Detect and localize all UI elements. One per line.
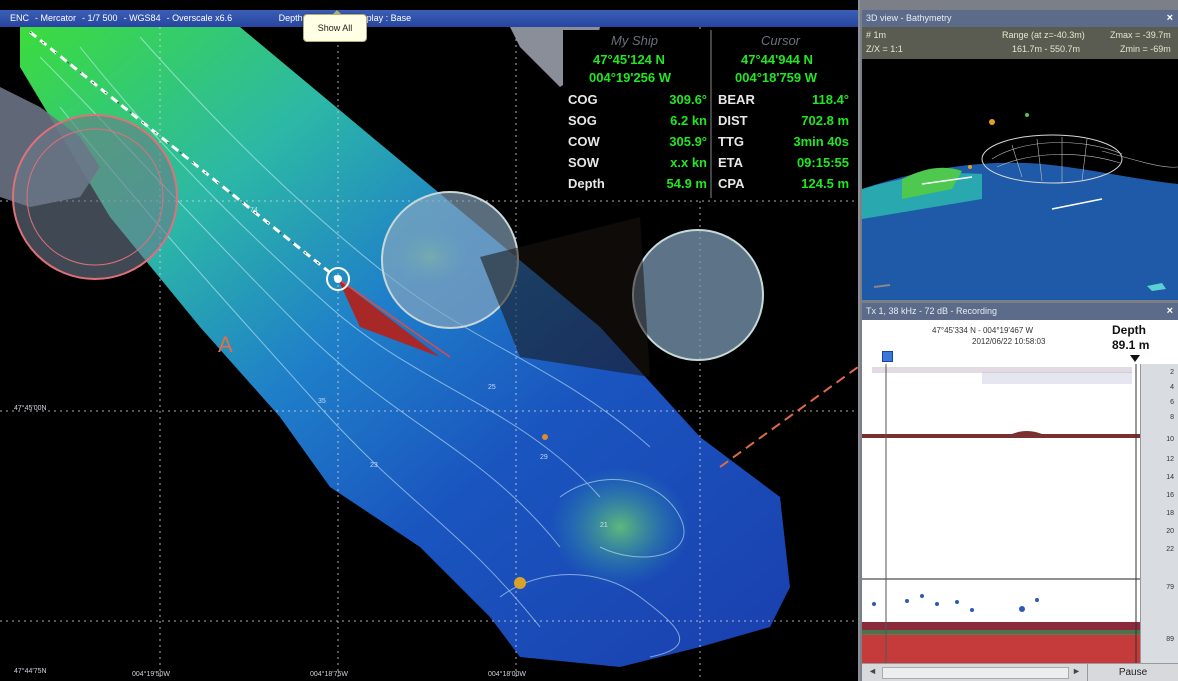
- echo-position: 47°45'334 N - 004°19'467 W: [932, 326, 1034, 335]
- ttg-value: 3min 40s: [793, 134, 849, 149]
- scale-tick: 8: [1170, 414, 1174, 421]
- scale-tick: 18: [1166, 510, 1174, 517]
- eta-label: ETA: [718, 155, 744, 170]
- scale-tick: 20: [1166, 528, 1174, 535]
- depth-scale: 2 4 6 8 10 12 14 16 18 20 22 79 89: [1140, 364, 1178, 664]
- svg-text:29: 29: [540, 454, 548, 461]
- range-label: Range (at z=-40.3m): [1002, 30, 1085, 40]
- sog-value: 6.2 kn: [670, 113, 707, 128]
- echo-datetime: 2012/06/22 10:58:03: [972, 337, 1046, 346]
- echogram-bottom-bar: ◄ ► Pause: [862, 663, 1178, 681]
- show-all-tooltip[interactable]: Show All: [303, 10, 367, 42]
- nautical-chart-map[interactable]: A 74 35 25 29 21 23: [0, 27, 858, 681]
- svg-text:74: 74: [250, 207, 258, 214]
- svg-text:21: 21: [600, 522, 608, 529]
- range-circle: [632, 229, 764, 361]
- pause-button[interactable]: Pause: [1087, 664, 1178, 681]
- zx-ratio: Z/X = 1:1: [866, 44, 903, 54]
- divider: [710, 30, 712, 198]
- latitude-label: 47°44'75N: [14, 668, 47, 675]
- titlebar-item[interactable]: Display : Base: [353, 13, 412, 23]
- bear-value: 118.4°: [811, 92, 849, 107]
- scroll-right-icon[interactable]: ►: [1072, 666, 1081, 676]
- scale-tick: 12: [1166, 456, 1174, 463]
- depth-header-label: Depth: [1112, 323, 1146, 337]
- titlebar-item[interactable]: Overscale x6.6: [172, 13, 233, 23]
- cow-value: 305.9°: [669, 134, 707, 149]
- dist-label: DIST: [718, 113, 748, 128]
- echogram-display[interactable]: [862, 364, 1141, 664]
- navigation-info-panel: My Ship Cursor 47°45'124 N 004°19'256 W …: [563, 30, 855, 198]
- zmax-label: Zmax = -39.7m: [1110, 30, 1171, 40]
- ship-longitude: 004°19'256 W: [589, 70, 672, 85]
- ship-latitude: 47°45'124 N: [593, 52, 665, 67]
- echogram-title: Tx 1, 38 kHz - 72 dB - Recording: [866, 306, 998, 316]
- titlebar-item[interactable]: WGS84: [129, 13, 161, 23]
- grid-size: # 1m: [866, 30, 887, 40]
- cursor-header: Cursor: [761, 33, 801, 48]
- svg-text:25: 25: [488, 384, 496, 391]
- cpa-label: CPA: [718, 176, 745, 191]
- scale-tick: 14: [1166, 474, 1174, 481]
- dist-value: 702.8 m: [801, 113, 849, 128]
- zmin-label: Zmin = -69m: [1120, 44, 1171, 54]
- svg-text:35: 35: [318, 398, 326, 405]
- sog-label: SOG: [568, 113, 597, 128]
- 3d-view-title: 3D view - Bathymetry: [866, 13, 952, 23]
- scale-tick: 89: [1166, 636, 1174, 643]
- cpa-value: 124.5 m: [801, 176, 849, 191]
- 3d-view-info: # 1m Range (at z=-40.3m) Zmax = -39.7m Z…: [862, 27, 1178, 59]
- longitude-label: 004°19'50W: [132, 671, 170, 678]
- ship-icon[interactable]: [326, 267, 350, 291]
- scale-tick: 79: [1166, 584, 1174, 591]
- titlebar-item[interactable]: 1/7 500: [87, 13, 118, 23]
- scale-tick: 2: [1170, 369, 1174, 376]
- cursor-latitude: 47°44'944 N: [741, 52, 813, 67]
- bear-label: BEAR: [718, 92, 755, 107]
- depth-header-value: 89.1 m: [1112, 338, 1150, 352]
- latitude-label: 47°45'00N: [14, 405, 47, 412]
- eta-value: 09:15:55: [796, 155, 849, 170]
- depth-label: Depth: [568, 176, 605, 191]
- scroll-left-icon[interactable]: ◄: [868, 666, 877, 676]
- close-icon[interactable]: ×: [1166, 305, 1173, 317]
- scale-tick: 22: [1166, 546, 1174, 553]
- cow-label: COW: [568, 134, 600, 149]
- cursor-longitude: 004°18'759 W: [735, 70, 818, 85]
- depth-value: 54.9 m: [666, 176, 707, 191]
- longitude-label: 004°18'75W: [310, 671, 348, 678]
- range-values: 161.7m - 550.7m: [1012, 44, 1081, 54]
- depth-marker-icon: [1130, 355, 1140, 362]
- titlebar-item[interactable]: Mercator: [40, 13, 77, 23]
- svg-text:A: A: [218, 332, 233, 357]
- longitude-label: 004°18'00W: [488, 671, 526, 678]
- echogram-panel[interactable]: Tx 1, 38 kHz - 72 dB - Recording × 47°45…: [862, 303, 1178, 681]
- sow-label: SOW: [568, 155, 600, 170]
- svg-text:23: 23: [370, 462, 378, 469]
- chart-titlebar: ENC - Mercator - 1/7 500- WGS84- Overscale…: [0, 10, 858, 27]
- scale-tick: 4: [1170, 384, 1174, 391]
- close-icon[interactable]: ×: [1166, 12, 1173, 24]
- 3d-view-panel[interactable]: 3D view - Bathymetry × # 1m Range (at z=…: [862, 10, 1178, 300]
- 3d-bathymetry-view[interactable]: [862, 59, 1178, 300]
- cog-label: COG: [568, 92, 598, 107]
- cog-value: 309.6°: [669, 92, 707, 107]
- marker-icon[interactable]: [882, 351, 893, 362]
- heading-arrow: [338, 279, 440, 357]
- scrollbar[interactable]: [882, 667, 1069, 679]
- scale-tick: 16: [1166, 492, 1174, 499]
- sow-value: x.x kn: [670, 155, 707, 170]
- chart-panel[interactable]: A 74 35 25 29 21 23 ENC - Mercator - 1/7 500- …: [0, 0, 860, 681]
- scale-tick: 6: [1170, 399, 1174, 406]
- danger-circle: [12, 114, 178, 280]
- 3d-view-titlebar: 3D view - Bathymetry ×: [862, 10, 1178, 27]
- echogram-titlebar: Tx 1, 38 kHz - 72 dB - Recording ×: [862, 303, 1178, 320]
- scale-tick: 10: [1166, 436, 1174, 443]
- my-ship-header: My Ship: [611, 33, 658, 48]
- titlebar-item[interactable]: ENC: [10, 13, 30, 23]
- echogram-header: 47°45'334 N - 004°19'467 W 2012/06/22 10…: [862, 320, 1178, 364]
- ttg-label: TTG: [718, 134, 744, 149]
